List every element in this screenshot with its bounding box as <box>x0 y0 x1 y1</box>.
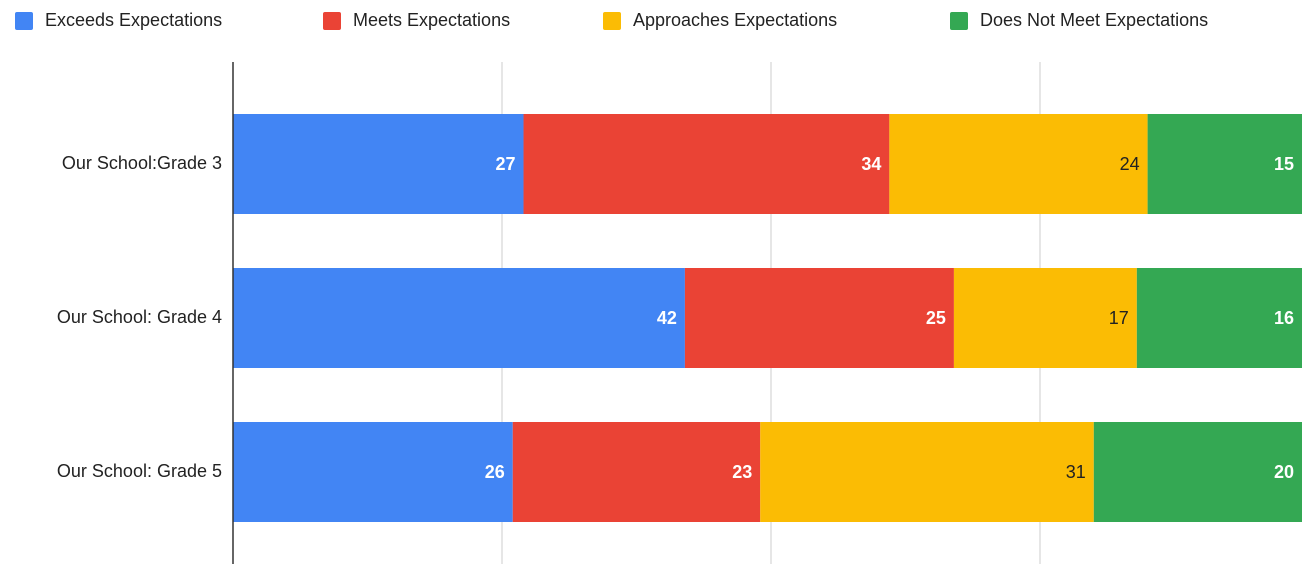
value-label: 27 <box>495 154 515 174</box>
value-label: 31 <box>1066 462 1086 482</box>
legend-swatch <box>15 12 33 30</box>
legend-label: Exceeds Expectations <box>45 10 222 30</box>
y-tick-label: Our School: Grade 5 <box>57 461 222 481</box>
legend-swatch <box>323 12 341 30</box>
legend-label: Approaches Expectations <box>633 10 837 30</box>
bar-segment <box>1147 114 1302 214</box>
bar-segment <box>889 114 1148 214</box>
value-label: 17 <box>1109 308 1129 328</box>
value-label: 34 <box>861 154 881 174</box>
bar-segment <box>760 422 1094 522</box>
bar-segment <box>1136 268 1302 368</box>
bar-segment <box>523 114 890 214</box>
legend-swatch <box>950 12 968 30</box>
legend-label: Does Not Meet Expectations <box>980 10 1208 30</box>
bar-segment <box>233 114 524 214</box>
value-label: 23 <box>732 462 752 482</box>
value-label: 15 <box>1274 154 1294 174</box>
value-label: 25 <box>926 308 946 328</box>
legend-swatch <box>603 12 621 30</box>
bar-segment <box>512 422 761 522</box>
y-tick-label: Our School:Grade 3 <box>62 153 222 173</box>
bar-segment <box>684 268 954 368</box>
bar-segment <box>233 268 685 368</box>
value-label: 42 <box>657 308 677 328</box>
value-label: 16 <box>1274 308 1294 328</box>
value-label: 24 <box>1120 154 1140 174</box>
legend-label: Meets Expectations <box>353 10 510 30</box>
bar-segment <box>953 268 1137 368</box>
bar-segment <box>1093 422 1302 522</box>
y-tick-label: Our School: Grade 4 <box>57 307 222 327</box>
value-label: 20 <box>1274 462 1294 482</box>
value-label: 26 <box>485 462 505 482</box>
bar-segment <box>233 422 513 522</box>
